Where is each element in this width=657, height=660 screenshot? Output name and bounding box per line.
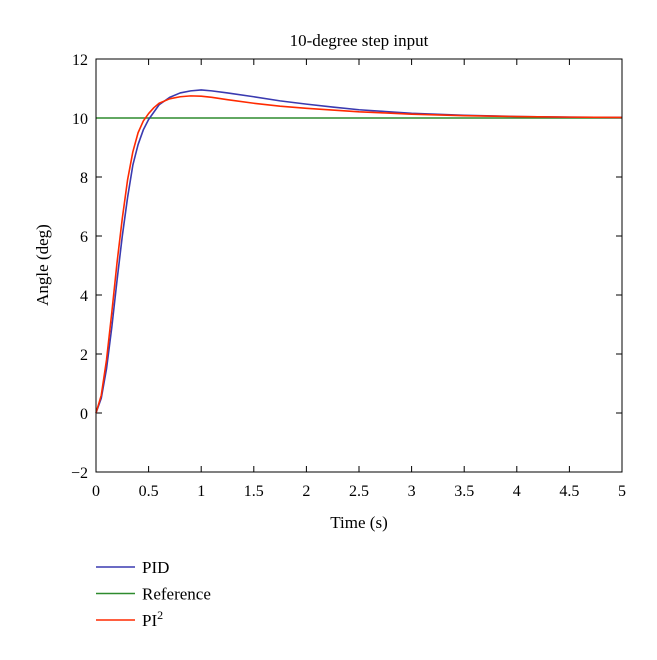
x-tick-label: 4 <box>513 483 521 500</box>
legend-item-pi: PI2 <box>96 608 163 630</box>
x-tick-label: 3.5 <box>454 483 474 500</box>
y-tick-label: 0 <box>80 406 88 423</box>
series-line-pid <box>95 89 623 414</box>
x-tick-label: 2 <box>302 483 310 500</box>
x-tick-label: 1.5 <box>244 483 264 500</box>
y-tick-label: 4 <box>80 288 88 305</box>
y-tick-label: 10 <box>72 111 88 128</box>
legend-label: PI2 <box>142 608 163 630</box>
y-tick-label: 2 <box>80 347 88 364</box>
legend-label: Reference <box>142 585 211 604</box>
x-tick-label: 0.5 <box>139 483 159 500</box>
y-tick-label: 6 <box>80 229 88 246</box>
y-axis-label: Angle (deg) <box>33 224 52 306</box>
x-tick-label: 5 <box>618 483 626 500</box>
x-tick-label: 2.5 <box>349 483 369 500</box>
legend: PID Reference PI2 <box>96 558 211 630</box>
x-axis-label: Time (s) <box>330 513 387 532</box>
legend-item-reference: Reference <box>96 585 211 604</box>
series-line-pi <box>95 95 623 414</box>
series-layer <box>95 89 623 414</box>
plot-frame <box>95 58 623 473</box>
legend-label: PID <box>142 558 169 577</box>
y-tick-label: 12 <box>72 52 88 69</box>
x-tick-label: 1 <box>197 483 205 500</box>
y-tick-label: −2 <box>71 465 88 482</box>
x-tick-label: 3 <box>408 483 416 500</box>
chart-title: 10-degree step input <box>290 31 429 50</box>
legend-item-pid: PID <box>96 558 169 577</box>
x-tick-label: 4.5 <box>559 483 579 500</box>
y-tick-label: 8 <box>80 170 88 187</box>
x-tick-label: 0 <box>92 483 100 500</box>
